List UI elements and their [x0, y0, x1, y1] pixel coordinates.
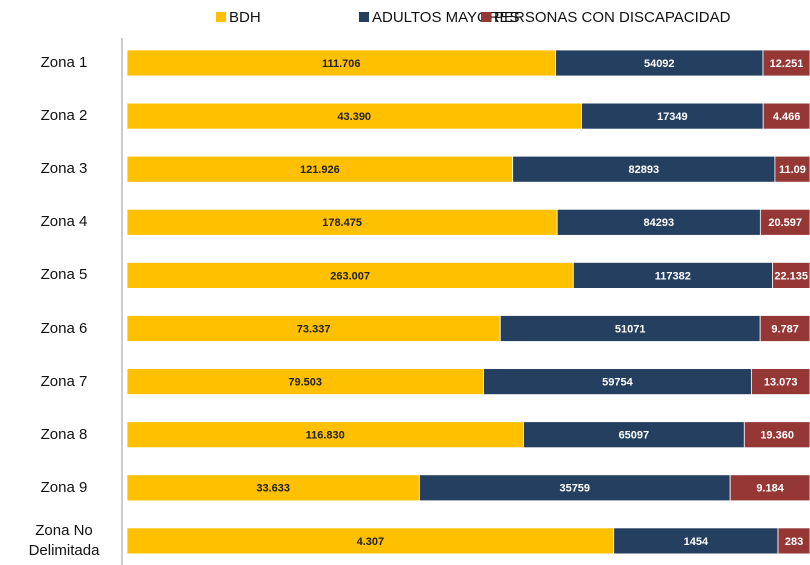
data-label: 20.597 — [768, 217, 802, 229]
data-label: 9.184 — [756, 483, 784, 495]
category-label: Zona 7 — [40, 372, 88, 390]
bar-segment — [759, 208, 810, 236]
legend-swatch — [481, 12, 491, 22]
bar-segment — [126, 421, 524, 449]
data-label: 1454 — [684, 536, 709, 548]
bar-segment — [759, 315, 810, 342]
bar-segment — [126, 261, 574, 289]
data-label: 54092 — [644, 58, 675, 70]
category-label: Zona 3 — [40, 160, 88, 178]
bar-segment — [750, 368, 810, 396]
bar-segment — [126, 474, 420, 502]
bar-segment — [572, 261, 773, 289]
category-label: Zona 5 — [40, 266, 88, 284]
legend-label: PERSONAS CON DISCAPACIDAD — [494, 9, 731, 26]
data-label: 59754 — [602, 377, 633, 389]
category-label: Zona 6 — [40, 319, 88, 337]
bar-segment — [777, 527, 810, 555]
data-label: 178.475 — [322, 217, 362, 229]
bar-segment — [126, 315, 501, 342]
data-label: 43.390 — [337, 111, 371, 123]
data-label: 84293 — [643, 217, 674, 229]
bar-segment — [581, 102, 764, 130]
data-label: 4.307 — [357, 536, 385, 548]
data-label: 283 — [785, 536, 803, 548]
bar-segment — [743, 421, 810, 449]
data-label: 82893 — [629, 164, 660, 176]
bar-segment — [729, 474, 810, 502]
category-label: Zona 1 — [40, 54, 88, 71]
bar-segment — [126, 208, 558, 236]
category-label: Zona 9 — [40, 478, 88, 496]
data-label: 51071 — [615, 323, 646, 335]
bar-segment — [126, 368, 484, 396]
bar-segment — [762, 102, 810, 130]
data-label: 11.09 — [779, 164, 806, 176]
bar-segment — [126, 155, 514, 183]
data-label: 17349 — [657, 111, 688, 123]
category-label: Zona No Delimitada — [28, 521, 100, 559]
data-label: 19.360 — [760, 430, 794, 442]
category-label: Zona 4 — [40, 213, 88, 231]
bar-segment — [499, 315, 761, 342]
data-label: 116.830 — [306, 430, 345, 442]
category-label: Zona 8 — [40, 425, 88, 443]
data-label: 9.787 — [771, 323, 799, 335]
bar-segment — [613, 527, 779, 555]
data-label: 117382 — [655, 270, 691, 282]
data-label: 73.337 — [297, 323, 331, 335]
bar-segment — [772, 261, 810, 289]
data-label: 111.706 — [322, 58, 361, 70]
bar-segment — [483, 368, 752, 396]
legend-label: BDH — [229, 9, 261, 26]
bar-segment — [126, 527, 615, 555]
bar-segment — [126, 102, 582, 130]
data-label: 4.466 — [773, 111, 801, 123]
data-label: 13.073 — [764, 377, 798, 389]
bar-segment — [523, 421, 745, 449]
category-label: Zona 2 — [40, 107, 88, 125]
data-label: 22.135 — [774, 270, 808, 282]
data-label: 65097 — [619, 430, 650, 442]
data-label: 35759 — [559, 483, 590, 495]
data-label: 79.503 — [288, 377, 322, 389]
legend-swatch — [216, 12, 226, 22]
data-label: 263.007 — [330, 270, 370, 282]
bar-segment — [762, 49, 810, 77]
bar-segment — [555, 49, 764, 77]
data-label: 121.926 — [300, 164, 340, 176]
bar-segment — [126, 49, 556, 77]
data-label: 33.633 — [256, 483, 290, 495]
data-label: 12.251 — [770, 58, 804, 70]
legend-swatch — [359, 12, 369, 22]
